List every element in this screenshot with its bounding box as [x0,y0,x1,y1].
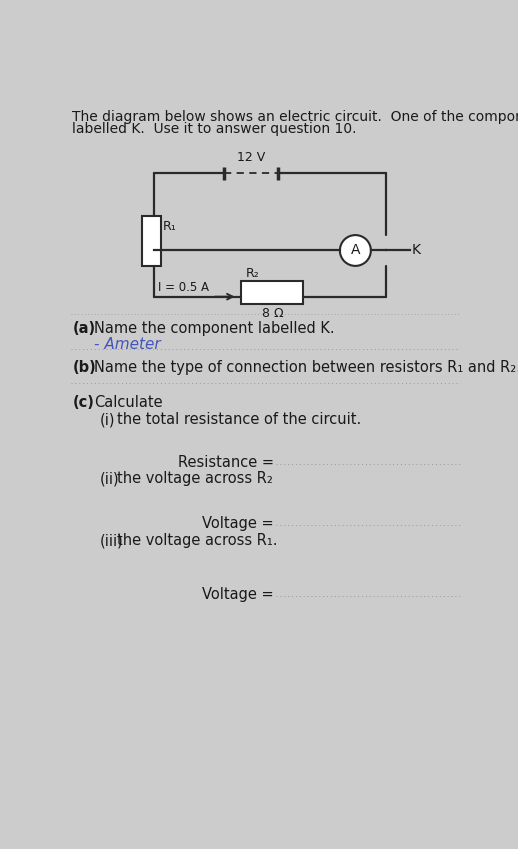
Text: Voltage =: Voltage = [203,587,274,602]
Text: the total resistance of the circuit.: the total resistance of the circuit. [118,413,362,427]
Bar [241,281,304,305]
Text: R₁: R₁ [163,220,177,233]
Text: Name the type of connection between resistors R₁ and R₂.: Name the type of connection between resi… [94,360,518,374]
Text: labelled K.  Use it to answer question 10.: labelled K. Use it to answer question 10… [73,122,357,136]
Text: I = 0.5 A: I = 0.5 A [158,281,209,295]
Text: (a): (a) [73,321,96,336]
Text: (iii): (iii) [99,533,123,548]
Text: K: K [412,244,421,257]
Text: the voltage across R₁.: the voltage across R₁. [118,533,278,548]
Text: (b): (b) [73,360,96,374]
Text: The diagram below shows an electric circuit.  One of the components is: The diagram below shows an electric circ… [73,110,518,124]
Text: (i): (i) [99,413,115,427]
Text: Calculate: Calculate [94,396,163,410]
Text: - Ameter: - Ameter [94,337,161,351]
Text: the voltage across R₂: the voltage across R₂ [118,471,274,486]
Text: 12 V: 12 V [237,151,265,164]
Text: (c): (c) [73,396,94,410]
Text: R₂: R₂ [246,267,259,280]
Text: A: A [351,244,360,257]
Text: Resistance =: Resistance = [178,454,274,469]
Bar [142,216,161,266]
Text: 8 Ω: 8 Ω [262,307,283,320]
Text: Voltage =: Voltage = [203,516,274,531]
Text: Name the component labelled K.: Name the component labelled K. [94,321,335,336]
Circle shape [340,235,371,266]
Text: (ii): (ii) [99,471,119,486]
